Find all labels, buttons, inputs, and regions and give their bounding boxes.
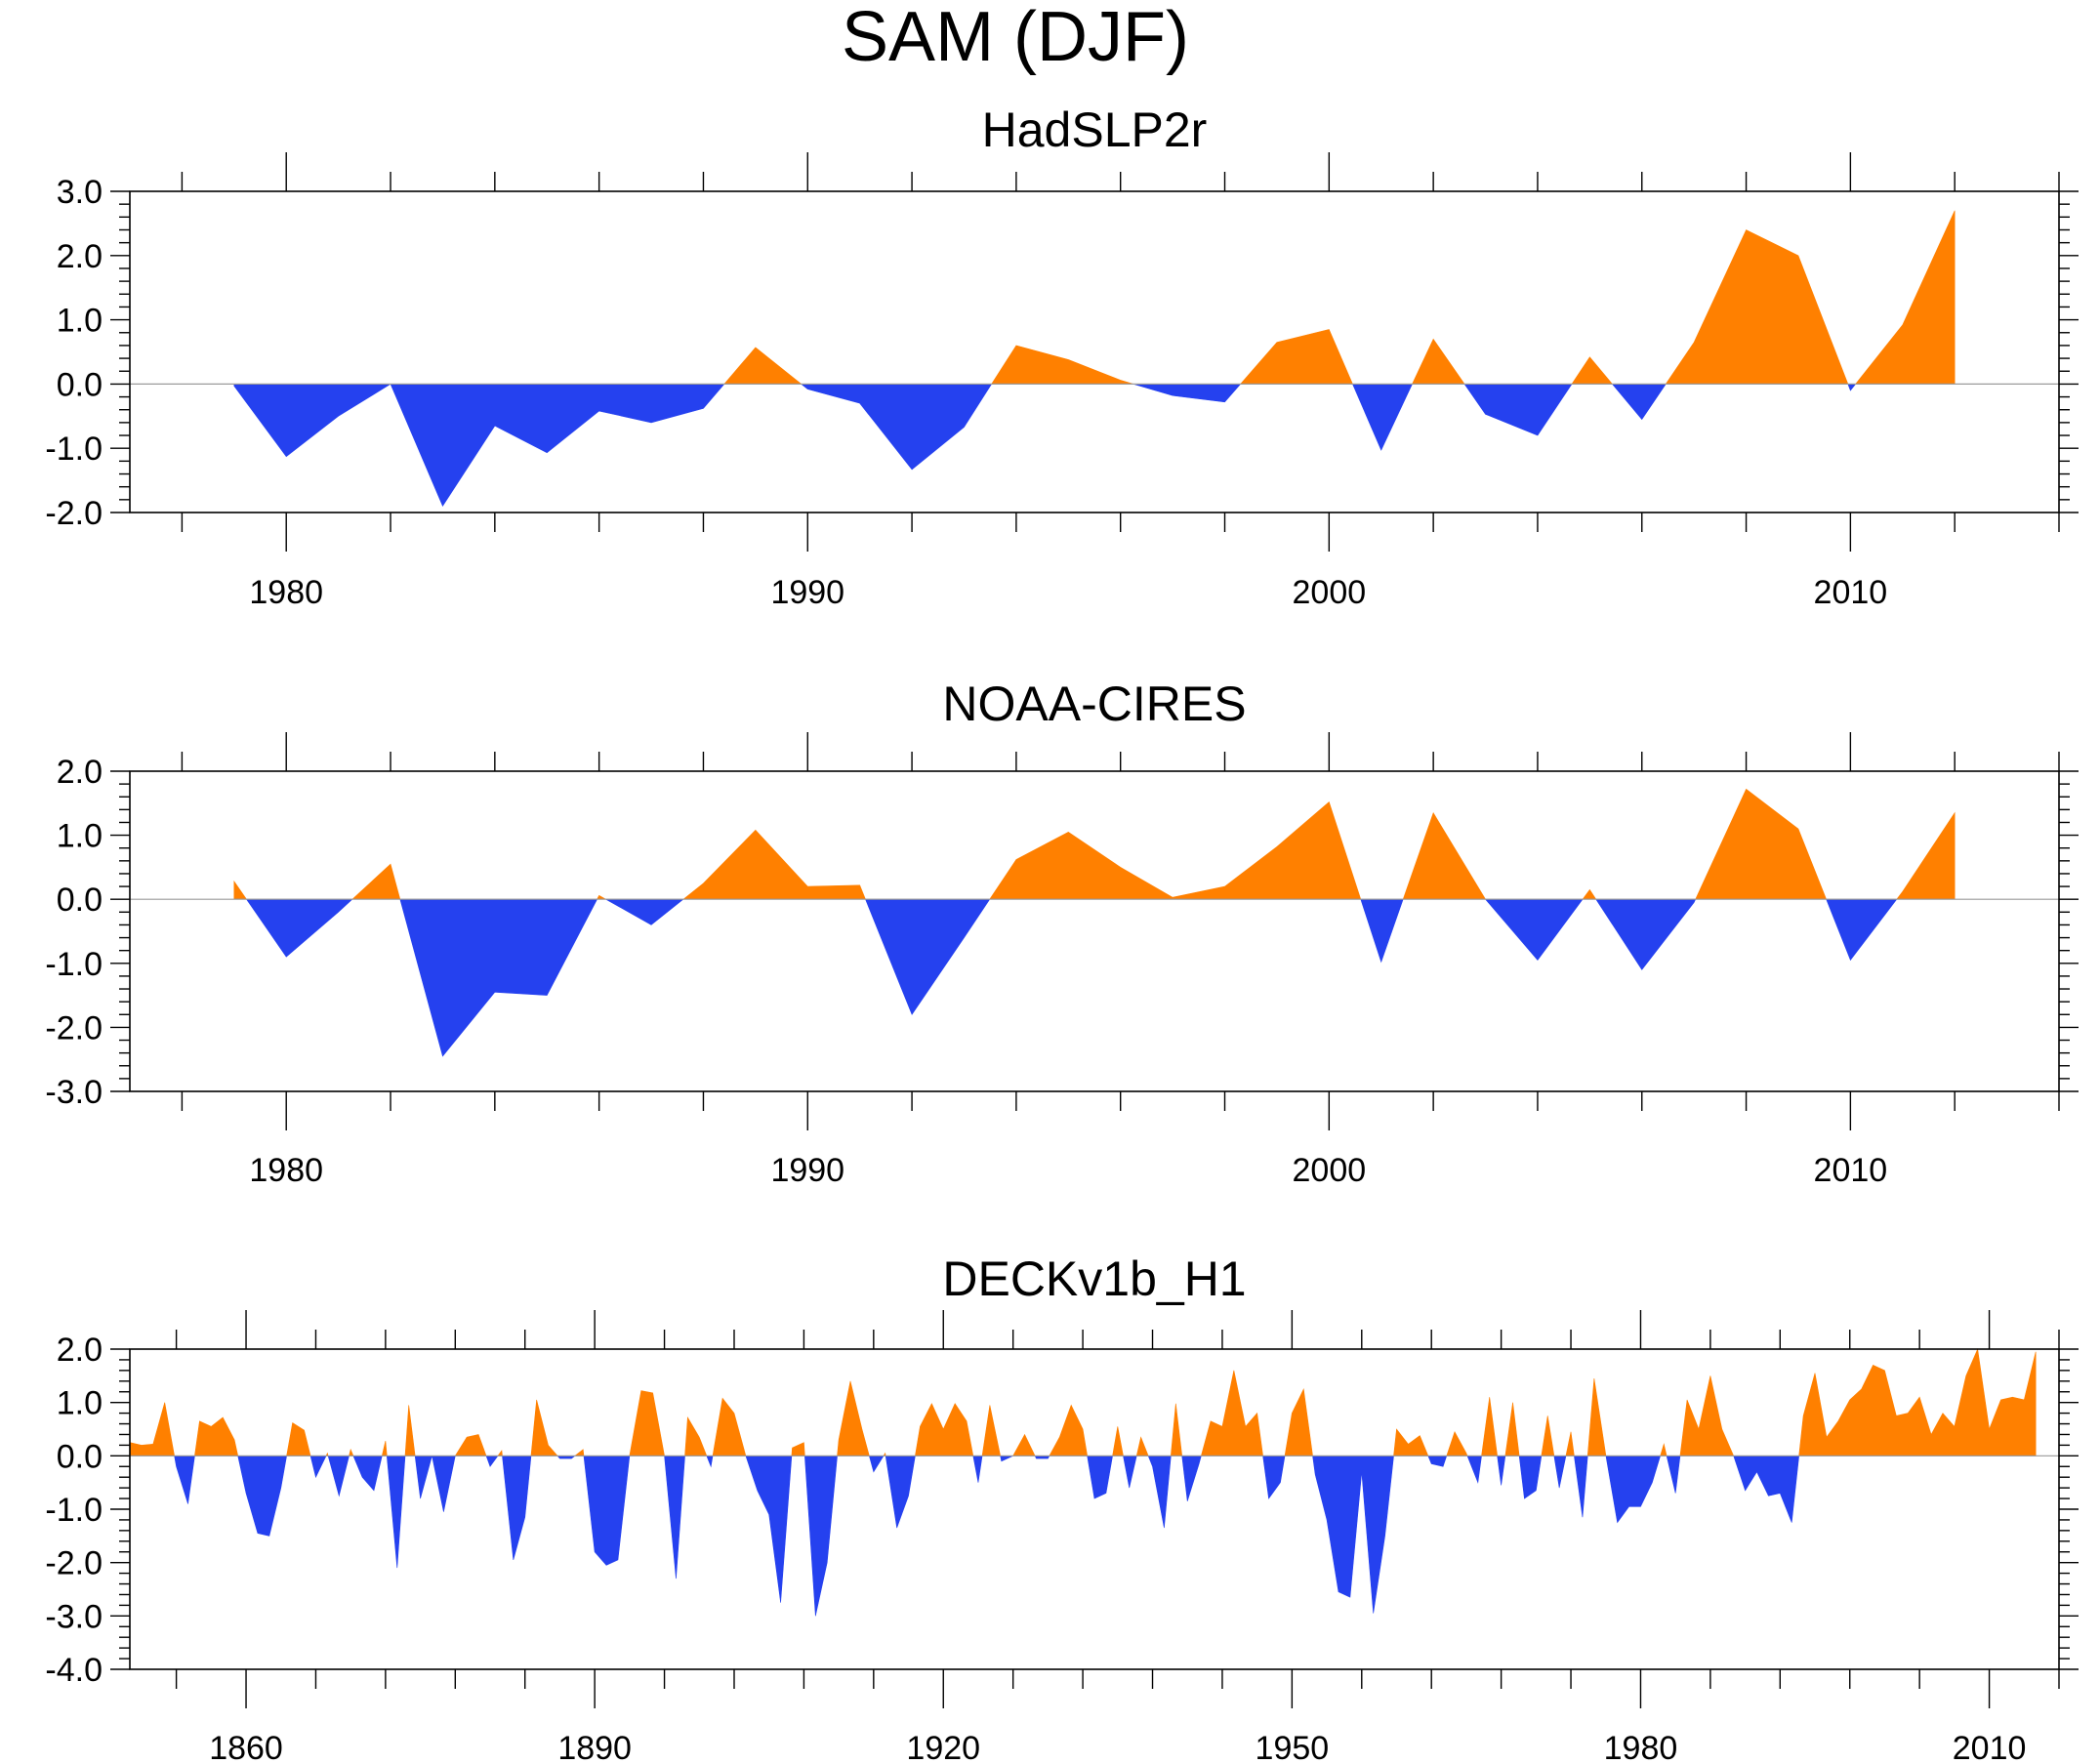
positive-area-series <box>129 1347 2037 1456</box>
chart-panel-noaa-cires: NOAA-CIRES -3.0 -2.0 -1.0 0.0 1.0 2.0 1980 1990 2… <box>45 677 2079 1189</box>
panel-title: DECKv1b_H1 <box>942 1251 1246 1306</box>
x-tick-label: 2010 <box>1814 1152 1888 1189</box>
x-tick-label: 1920 <box>906 1730 980 1764</box>
y-tick-label: -4.0 <box>45 1652 103 1689</box>
y-tick-label: -2.0 <box>45 1545 103 1582</box>
y-tick-label: 0.0 <box>57 882 103 919</box>
plot-frame <box>129 1348 2060 1670</box>
plot-frame <box>129 190 2060 513</box>
x-tick-label: 1990 <box>770 574 844 611</box>
y-tick-label: -1.0 <box>45 1492 103 1529</box>
x-tick-label: 1860 <box>209 1730 283 1764</box>
negative-area-series <box>130 1456 2037 1617</box>
y-tick-label: -1.0 <box>45 946 103 983</box>
y-tick-label: 2.0 <box>57 238 103 275</box>
y-tick-label: 0.0 <box>57 1438 103 1475</box>
chart-panel-deckv1b-h1: DECKv1b_H1 -4.0 -3.0 -2.0 -1.0 0.0 1.0 2.0 1860 1… <box>45 1251 2079 1764</box>
positive-area-series <box>233 210 1956 385</box>
y-tick-label: 2.0 <box>57 754 103 791</box>
y-tick-label: -2.0 <box>45 1009 103 1046</box>
x-tick-label: 2010 <box>1814 574 1888 611</box>
x-tick-label: 1980 <box>249 574 323 611</box>
x-tick-label: 1980 <box>1604 1730 1678 1764</box>
y-tick-label: -3.0 <box>45 1074 103 1111</box>
y-tick-label: 1.0 <box>57 1385 103 1422</box>
y-tick-label: -3.0 <box>45 1598 103 1635</box>
y-tick-label: -1.0 <box>45 431 103 468</box>
y-tick-label: 0.0 <box>57 366 103 403</box>
panel-title: NOAA-CIRES <box>942 677 1246 731</box>
negative-area-series <box>233 383 1956 508</box>
plot-frame <box>129 770 2060 1092</box>
y-tick-label: 1.0 <box>57 303 103 340</box>
y-tick-label: 2.0 <box>57 1332 103 1369</box>
x-tick-label: 1990 <box>770 1152 844 1189</box>
x-tick-label: 1890 <box>557 1730 632 1764</box>
x-tick-label: 1980 <box>249 1152 323 1189</box>
negative-area-series <box>233 898 1956 1057</box>
panel-title: HadSLP2r <box>982 103 1208 157</box>
y-tick-label: 3.0 <box>57 174 103 211</box>
figure-title: SAM (DJF) <box>842 0 1189 76</box>
x-tick-label: 1950 <box>1256 1730 1330 1764</box>
chart-panel-hadslp2r: HadSLP2r -2.0 -1.0 0.0 1.0 2.0 3.0 1980 1990 2000… <box>45 103 2079 611</box>
positive-area-series <box>233 788 1956 900</box>
y-tick-label: 1.0 <box>57 818 103 855</box>
x-tick-label: 2000 <box>1293 1152 1367 1189</box>
y-tick-label: -2.0 <box>45 495 103 532</box>
x-tick-label: 2010 <box>1953 1730 2027 1764</box>
x-tick-label: 2000 <box>1293 574 1367 611</box>
